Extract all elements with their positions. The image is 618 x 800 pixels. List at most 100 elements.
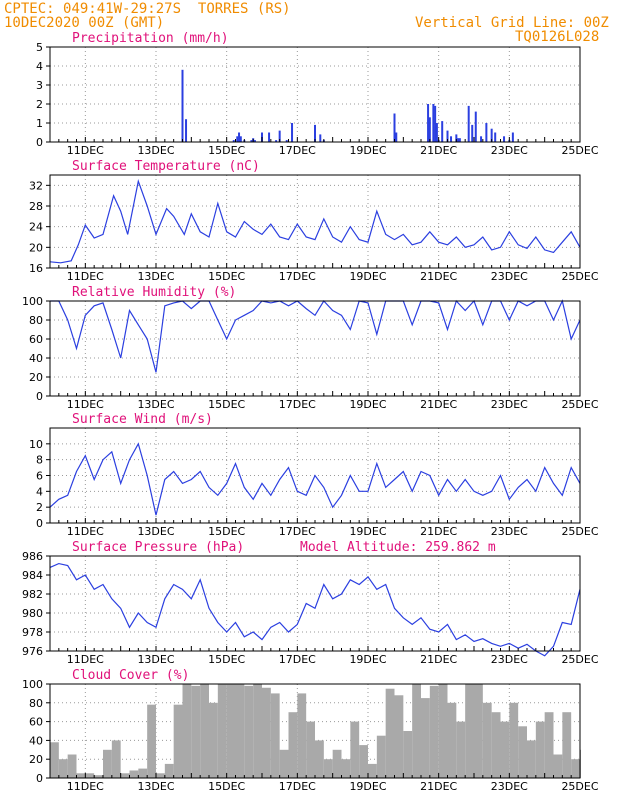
precip-panel: 0 1 2 3 4 5 11DEC 13DEC 15DEC 17DEC 19DEC 21DEC 23DE… [36,31,599,157]
y-tick-label: 2 [36,98,43,111]
x-tick-label: 15DEC [208,525,245,538]
cloud-title: Cloud Cover (%) [72,668,189,683]
x-tick-label: 15DEC [208,270,245,283]
x-tick-label: 17DEC [279,144,316,157]
cloud-bar [279,749,289,778]
x-tick-label: 13DEC [137,653,174,666]
pressure-title: Surface Pressure (hPa) [72,540,244,555]
cloud-bar [394,695,404,778]
precip-bar [455,134,458,142]
x-tick-label: 23DEC [491,780,528,793]
y-tick-label: 3 [36,79,43,92]
x-tick-label: 11DEC [67,780,104,793]
panel-frame [49,174,581,269]
x-tick-label: 19DEC [349,525,386,538]
cloud-bar [67,754,77,778]
y-tick-label: 6 [36,470,43,483]
grid-note-label: Vertical Grid Line: 00Z [415,15,609,31]
coords-label: 049:41W-29:27S [63,1,182,17]
precip-bar [432,104,435,142]
rh-title: Relative Humidity (%) [72,285,236,300]
y-tick-label: 4 [36,60,43,73]
cloud-bar [474,684,483,778]
cloud-bar [129,770,139,778]
y-tick-label: 20 [29,241,43,254]
x-tick-label: 25DEC [561,653,598,666]
y-tick-label: 980 [22,607,43,620]
cloud-bar [323,759,333,778]
x-tick-label: 17DEC [279,653,316,666]
wind-panel: 0 2 4 6 8 10 11DEC 13DEC 15DEC 17DEC 19DEC 21DEC 23D… [29,412,599,538]
precip-bar [446,130,449,142]
precip-bar [480,136,483,142]
cloud-bar [235,684,245,778]
precip-bar [457,138,460,142]
x-tick-label: 21DEC [420,525,457,538]
y-tick-label: 0 [36,136,43,149]
cloud-bar [553,754,563,778]
precip-bar [395,132,398,142]
cloud-bar [562,712,572,778]
x-tick-label: 13DEC [137,780,174,793]
y-tick-label: 4 [36,485,43,498]
x-tick-label: 25DEC [561,398,598,411]
cloud-bar [341,759,351,778]
y-tick-label: 978 [22,626,43,639]
cloud-bar [164,763,174,778]
rh-series-line [50,299,581,373]
cloud-bar [147,704,156,778]
cloud-bar [306,721,315,778]
precip-bar [232,140,235,142]
cloud-bar [527,740,536,778]
y-tick-label: 40 [29,734,43,747]
x-tick-label: 11DEC [67,525,104,538]
y-tick-label: 8 [36,454,43,467]
precip-bar [503,136,506,142]
y-tick-label: 976 [22,645,43,658]
x-tick-label: 19DEC [349,780,386,793]
precip-bar [458,138,461,142]
y-tick-label: 1 [36,117,43,130]
y-tick-label: 0 [36,772,43,785]
precip-bar [471,124,474,142]
precip-bar [238,132,241,142]
precip-bar [490,128,493,142]
cloud-bar [270,693,280,778]
y-tick-label: 100 [22,678,43,691]
cloud-bar [350,721,360,778]
x-tick-label: 23DEC [491,525,528,538]
rh-panel: 0 20 40 60 80 100 11DEC 13DEC 15DEC 17DEC 19DEC 21D… [22,285,599,411]
x-tick-label: 11DEC [67,270,104,283]
cloud-bar [315,740,324,778]
x-tick-label: 17DEC [279,398,316,411]
y-tick-label: 80 [29,314,43,327]
precip-bar [314,124,316,142]
cloud-bar [368,763,377,778]
cloud-bar [359,745,368,778]
cloud-bar [438,684,448,778]
x-tick-label: 19DEC [349,398,386,411]
wind-series-line [49,442,581,516]
cloud-bar [412,684,421,778]
cloud-bar [403,731,413,778]
cloud-bar [288,712,298,778]
pressure-series-line [49,562,581,657]
precip-bar [253,140,256,142]
cloud-bar [509,702,519,778]
y-tick-label: 60 [29,333,43,346]
y-tick-label: 986 [22,550,43,563]
cloud-bar [103,749,112,778]
precip-bar [494,132,497,142]
wind-title: Surface Wind (m/s) [72,412,213,427]
y-tick-label: 28 [29,200,43,213]
y-tick-label: 0 [36,390,43,403]
cloud-bar [120,773,130,778]
temp-title: Surface Temperature (nC) [72,159,260,174]
cloud-bar [50,742,59,778]
x-tick-label: 23DEC [491,398,528,411]
pressure-panel: 976 978 980 982 984 986 11DEC 13DEC 15DEC 17DEC 19… [22,540,599,666]
cloud-bar [544,712,554,778]
x-tick-label: 25DEC [561,525,598,538]
cloud-bar [111,740,121,778]
y-tick-label: 60 [29,716,43,729]
